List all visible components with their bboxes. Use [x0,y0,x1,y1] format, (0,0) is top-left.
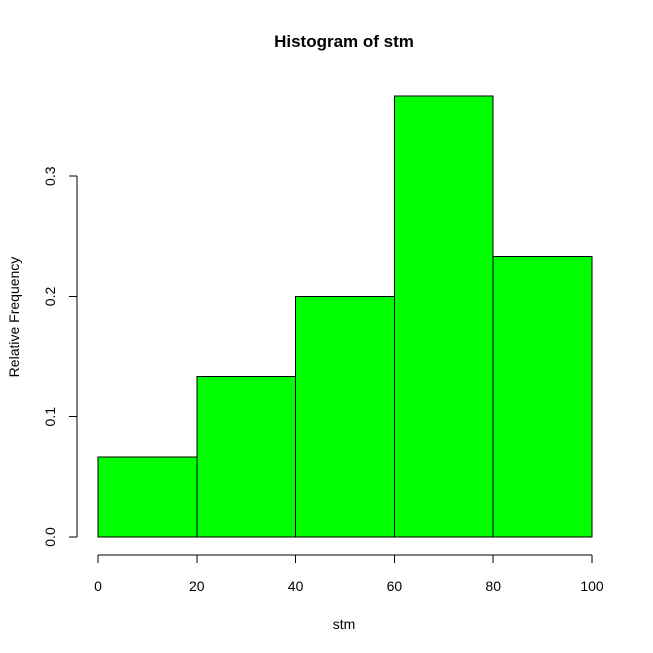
x-tick-label-20: 20 [189,578,205,594]
histogram-bar-4 [393,95,494,538]
y-tick-label-1: 0.1 [42,407,58,427]
histogram-bar-1 [97,456,198,538]
x-tick-label-40: 40 [288,578,304,594]
y-axis: 0.0 0.1 0.2 0.3 [42,166,78,547]
x-tick-label-0: 0 [94,578,102,594]
y-tick-label-3: 0.3 [42,166,58,186]
x-tick-label-60: 60 [387,578,403,594]
histogram-bar-2 [196,376,297,538]
y-axis-label: Relative Frequency [6,257,22,378]
x-tick-label-100: 100 [580,578,604,594]
chart-title: Histogram of stm [274,32,414,51]
histogram-bar-3 [295,295,395,538]
y-tick-label-2: 0.2 [42,287,58,307]
x-axis-label: stm [333,616,356,632]
x-tick-label-80: 80 [485,578,501,594]
bars-group [97,95,593,538]
histogram-bar-5 [492,255,593,538]
y-tick-label-0: 0.0 [42,527,58,547]
x-axis: 0 20 40 60 80 100 [94,554,604,594]
